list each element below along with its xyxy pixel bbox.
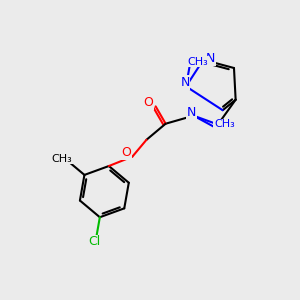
Text: CH₃: CH₃ (188, 57, 208, 67)
Text: N: N (180, 76, 190, 89)
Text: CH₃: CH₃ (214, 119, 235, 129)
Text: N: N (206, 52, 215, 65)
Text: N: N (187, 106, 196, 119)
Text: CH₃: CH₃ (52, 154, 73, 164)
Text: O: O (122, 146, 131, 159)
Text: Cl: Cl (89, 236, 101, 248)
Text: O: O (144, 96, 154, 109)
